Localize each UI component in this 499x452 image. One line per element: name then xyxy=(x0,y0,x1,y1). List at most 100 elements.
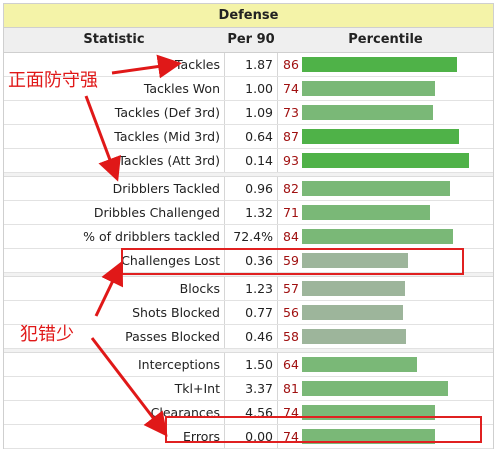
table-row: Tackles Won 1.00 74 xyxy=(4,77,493,101)
percentile-bar xyxy=(302,181,450,196)
column-divider xyxy=(224,53,225,76)
percentile-value: 81 xyxy=(283,381,299,396)
table-row: Tackles (Def 3rd) 1.09 73 xyxy=(4,101,493,125)
per90-value: 1.00 xyxy=(245,81,273,96)
percentile-bar xyxy=(302,129,459,144)
percentile-value: 58 xyxy=(283,329,299,344)
column-divider xyxy=(277,325,278,348)
table-row: Dribblers Tackled 0.96 82 xyxy=(4,177,493,201)
stat-label: Dribblers Tackled xyxy=(112,181,220,196)
table-row: Tkl+Int 3.37 81 xyxy=(4,377,493,401)
per90-value: 1.87 xyxy=(245,57,273,72)
table-row: Shots Blocked 0.77 56 xyxy=(4,301,493,325)
table-row: Blocks 1.23 57 xyxy=(4,277,493,301)
table-row: Dribbles Challenged 1.32 71 xyxy=(4,201,493,225)
stat-label: Tackles (Def 3rd) xyxy=(114,105,220,120)
percentile-bar xyxy=(302,153,469,168)
per90-value: 0.36 xyxy=(245,253,273,268)
percentile-bar xyxy=(302,205,430,220)
column-divider xyxy=(224,225,225,248)
column-divider xyxy=(277,125,278,148)
per90-value: 0.64 xyxy=(245,129,273,144)
column-divider xyxy=(277,101,278,124)
percentile-bar xyxy=(302,81,435,96)
stat-label: Clearances xyxy=(150,405,220,420)
group-separator xyxy=(4,273,493,277)
percentile-value: 86 xyxy=(283,57,299,72)
column-divider xyxy=(224,425,225,448)
column-divider xyxy=(224,401,225,424)
stat-label: Challenges Lost xyxy=(121,253,220,268)
percentile-value: 71 xyxy=(283,205,299,220)
per90-value: 0.00 xyxy=(245,429,273,444)
column-divider xyxy=(277,225,278,248)
stat-label: Tackles xyxy=(174,57,220,72)
stat-label: Tkl+Int xyxy=(174,381,220,396)
column-divider xyxy=(277,301,278,324)
percentile-value: 73 xyxy=(283,105,299,120)
percentile-value: 93 xyxy=(283,153,299,168)
annotation-strong-tackling: 正面防守强 xyxy=(8,70,98,91)
table-header-row: Statistic Per 90 Percentile xyxy=(4,28,493,53)
column-divider xyxy=(224,277,225,300)
column-divider xyxy=(224,101,225,124)
per90-value: 0.96 xyxy=(245,181,273,196)
per90-value: 72.4% xyxy=(233,229,273,244)
stat-label: Shots Blocked xyxy=(132,305,220,320)
percentile-value: 56 xyxy=(283,305,299,320)
stat-label: Errors xyxy=(183,429,220,444)
column-divider xyxy=(277,401,278,424)
column-divider xyxy=(224,177,225,200)
percentile-value: 84 xyxy=(283,229,299,244)
percentile-bar xyxy=(302,357,417,372)
percentile-value: 87 xyxy=(283,129,299,144)
percentile-bar xyxy=(302,253,408,268)
table-caption: Defense xyxy=(4,4,493,28)
table-row: Tackles (Att 3rd) 0.14 93 xyxy=(4,149,493,173)
column-divider xyxy=(277,177,278,200)
column-divider xyxy=(277,277,278,300)
percentile-value: 74 xyxy=(283,405,299,420)
percentile-value: 64 xyxy=(283,357,299,372)
table-row: % of dribblers tackled 72.4% 84 xyxy=(4,225,493,249)
column-divider xyxy=(277,377,278,400)
column-divider xyxy=(224,377,225,400)
column-divider xyxy=(224,77,225,100)
table-row: Interceptions 1.50 64 xyxy=(4,353,493,377)
per90-value: 4.56 xyxy=(245,405,273,420)
percentile-bar xyxy=(302,281,405,296)
column-divider xyxy=(277,249,278,272)
percentile-bar xyxy=(302,329,406,344)
annotation-few-errors: 犯错少 xyxy=(20,324,74,345)
column-divider xyxy=(224,201,225,224)
header-per90[interactable]: Per 90 xyxy=(227,32,275,47)
column-divider xyxy=(224,125,225,148)
column-divider xyxy=(277,353,278,376)
percentile-value: 59 xyxy=(283,253,299,268)
header-statistic[interactable]: Statistic xyxy=(83,32,145,47)
table-row: Errors 0.00 74 xyxy=(4,425,493,449)
header-percentile[interactable]: Percentile xyxy=(348,32,423,47)
percentile-bar xyxy=(302,405,435,420)
group-separator xyxy=(4,349,493,353)
percentile-bar xyxy=(302,105,433,120)
stat-label: % of dribblers tackled xyxy=(83,229,220,244)
table-row: Passes Blocked 0.46 58 xyxy=(4,325,493,349)
percentile-value: 74 xyxy=(283,429,299,444)
group-separator xyxy=(4,173,493,177)
column-divider xyxy=(277,425,278,448)
percentile-value: 57 xyxy=(283,281,299,296)
stat-label: Dribbles Challenged xyxy=(93,205,220,220)
per90-value: 1.50 xyxy=(245,357,273,372)
percentile-bar xyxy=(302,305,403,320)
table-row: Tackles (Mid 3rd) 0.64 87 xyxy=(4,125,493,149)
stat-label: Interceptions xyxy=(137,357,220,372)
stat-label: Tackles (Mid 3rd) xyxy=(114,129,220,144)
percentile-bar xyxy=(302,429,435,444)
column-divider xyxy=(224,149,225,172)
per90-value: 0.46 xyxy=(245,329,273,344)
column-divider xyxy=(224,325,225,348)
stat-label: Tackles (Att 3rd) xyxy=(118,153,220,168)
table-row: Clearances 4.56 74 xyxy=(4,401,493,425)
per90-value: 0.14 xyxy=(245,153,273,168)
